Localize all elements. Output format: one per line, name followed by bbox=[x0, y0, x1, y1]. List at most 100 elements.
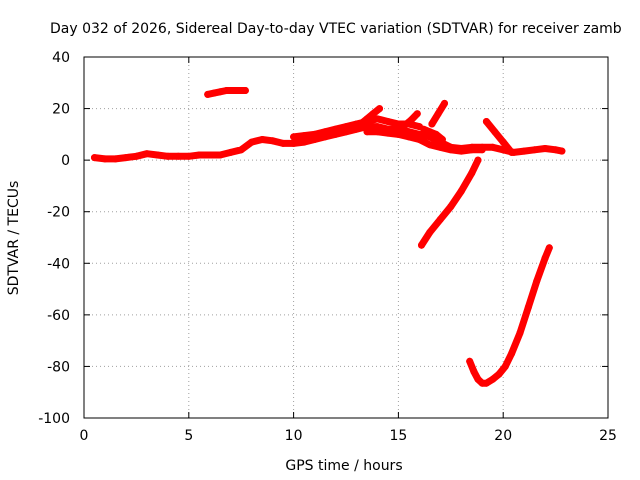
data-point bbox=[441, 99, 448, 107]
data-point bbox=[447, 203, 455, 211]
data-point bbox=[206, 151, 214, 159]
data-point bbox=[447, 146, 455, 154]
data-point bbox=[204, 90, 212, 98]
data-point bbox=[321, 128, 329, 136]
data-point bbox=[524, 303, 532, 311]
y-tick-label: -80 bbox=[47, 359, 70, 375]
series-trace bbox=[357, 105, 383, 128]
data-point bbox=[428, 120, 436, 128]
data-point bbox=[376, 105, 383, 113]
data-point bbox=[290, 139, 298, 147]
data-point bbox=[545, 244, 553, 252]
data-point bbox=[457, 187, 465, 195]
data-point bbox=[413, 110, 421, 118]
data-point bbox=[241, 87, 249, 94]
grid bbox=[84, 57, 608, 418]
series-falling-arc-late bbox=[482, 118, 516, 156]
data-point bbox=[541, 145, 549, 152]
data-point bbox=[369, 110, 377, 118]
data-point bbox=[185, 152, 193, 160]
data-point bbox=[438, 136, 446, 143]
data-point bbox=[415, 136, 423, 143]
series-isolated-arc bbox=[204, 87, 249, 98]
data-point bbox=[235, 87, 243, 94]
data-series bbox=[91, 87, 566, 387]
data-point bbox=[468, 146, 476, 154]
series-spike-arc bbox=[420, 125, 446, 143]
y-tick-label: -40 bbox=[47, 256, 70, 272]
data-point bbox=[499, 138, 507, 146]
y-tick-label: -60 bbox=[47, 308, 70, 324]
series-band-lower-spread bbox=[363, 128, 486, 155]
data-point bbox=[269, 137, 277, 145]
x-tick-label: 10 bbox=[285, 428, 303, 444]
data-point bbox=[237, 146, 245, 154]
data-point bbox=[143, 150, 151, 158]
series-trace bbox=[482, 118, 516, 156]
data-point bbox=[489, 375, 497, 383]
data-point bbox=[101, 155, 109, 163]
data-point bbox=[533, 277, 541, 285]
y-axis-label: SDTVAR / TECUs bbox=[6, 181, 22, 296]
data-point bbox=[227, 148, 235, 156]
data-point bbox=[531, 146, 539, 154]
data-point bbox=[223, 87, 230, 94]
data-point bbox=[357, 120, 365, 128]
data-point bbox=[489, 143, 497, 151]
data-point bbox=[332, 125, 339, 133]
data-point bbox=[290, 133, 298, 141]
data-point bbox=[373, 115, 381, 123]
data-point bbox=[174, 152, 182, 160]
data-point bbox=[384, 129, 392, 137]
data-point bbox=[478, 146, 486, 154]
data-point bbox=[508, 148, 516, 156]
series-rising-arc-1 bbox=[357, 105, 383, 128]
data-point bbox=[300, 138, 308, 146]
data-point bbox=[373, 128, 381, 136]
data-point bbox=[401, 121, 409, 129]
data-point bbox=[501, 362, 509, 370]
data-point bbox=[248, 138, 256, 146]
x-tick-label: 0 bbox=[80, 428, 89, 444]
data-point bbox=[363, 115, 371, 123]
data-point bbox=[91, 154, 98, 162]
data-point bbox=[216, 88, 224, 96]
data-point bbox=[216, 151, 224, 159]
series-rising-arc-2 bbox=[394, 110, 421, 133]
series-trace bbox=[466, 244, 553, 387]
series-trace bbox=[91, 123, 566, 163]
data-point bbox=[122, 154, 130, 162]
plot-area-border bbox=[83, 56, 609, 419]
y-tick-label: -100 bbox=[38, 411, 70, 427]
y-tick-label: -20 bbox=[47, 205, 70, 221]
data-point bbox=[520, 147, 528, 155]
data-point bbox=[482, 118, 490, 125]
data-point bbox=[470, 368, 478, 376]
data-point bbox=[508, 350, 516, 357]
data-point bbox=[300, 132, 308, 140]
data-point bbox=[482, 379, 490, 387]
data-point bbox=[468, 169, 476, 177]
data-point bbox=[436, 143, 444, 151]
data-point bbox=[434, 110, 442, 118]
data-point bbox=[418, 241, 425, 249]
data-point bbox=[466, 357, 474, 365]
y-tick-label: 40 bbox=[52, 50, 70, 66]
data-point bbox=[342, 123, 350, 131]
x-tick-label: 5 bbox=[184, 428, 193, 444]
data-point bbox=[474, 156, 482, 164]
data-point bbox=[541, 254, 549, 262]
data-point bbox=[111, 155, 119, 163]
data-point bbox=[426, 228, 434, 236]
x-tick-label: 15 bbox=[389, 428, 407, 444]
data-point bbox=[407, 116, 415, 124]
data-point bbox=[457, 147, 465, 155]
data-point bbox=[132, 152, 140, 160]
x-axis-label: GPS time / hours bbox=[285, 458, 402, 474]
data-point bbox=[394, 125, 402, 133]
series-descending-arc bbox=[418, 156, 482, 249]
data-point bbox=[552, 146, 560, 154]
data-point bbox=[164, 152, 172, 160]
data-point bbox=[426, 141, 434, 149]
y-tick-label: 20 bbox=[52, 102, 70, 118]
